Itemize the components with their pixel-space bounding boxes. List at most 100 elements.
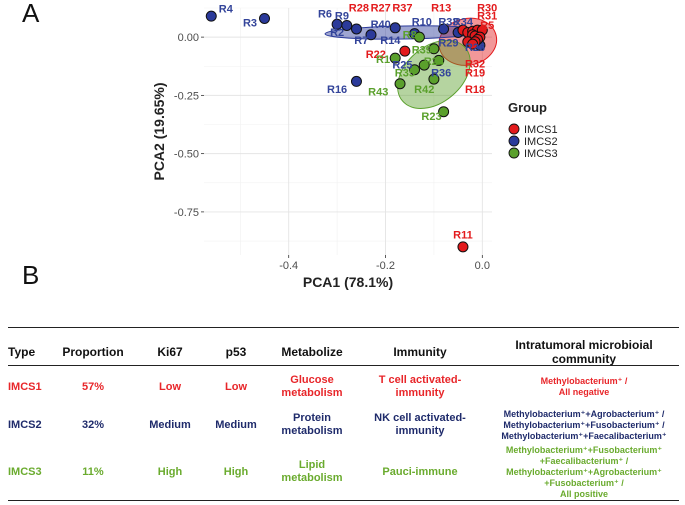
label-r1: R1	[376, 54, 390, 66]
cell-community: Methylobacterium⁺+Agrobacterium⁺ / Methyl…	[501, 408, 667, 441]
label-r37: R37	[392, 2, 412, 14]
label-r19: R19	[465, 68, 485, 80]
label-r8: R8	[403, 29, 417, 41]
cell-immunity: Pauci-immune	[382, 465, 458, 478]
table-header-row: Type Proportion Ki67 p53 Metabolize Immu…	[8, 337, 679, 367]
label-r43: R43	[368, 86, 388, 98]
header-metabolize: Metabolize	[281, 345, 343, 359]
header-ki67: Ki67	[157, 345, 183, 359]
table-row-imcs2: IMCS2 32% Medium Medium Protein metabolism NK …	[8, 407, 679, 443]
cell-community: Methylobacterium⁺+Fusobacterium⁺ +Faecali…	[505, 445, 663, 499]
cell-type: IMCS1	[8, 381, 42, 393]
label-r9: R9	[335, 11, 349, 23]
panel-label-b: B	[22, 260, 40, 290]
legend-label-imcs1: IMCS1	[524, 124, 558, 136]
label-r4: R4	[219, 4, 234, 16]
cell-type: IMCS3	[8, 466, 42, 478]
label-r23: R23	[421, 111, 441, 123]
point-r22	[399, 45, 411, 57]
legend-swatch-imcs2	[508, 135, 520, 147]
cell-proportion: 57%	[81, 381, 105, 393]
header-p53: p53	[225, 345, 247, 359]
label-r28: R28	[349, 2, 369, 14]
label-r32: R32	[465, 58, 485, 70]
label-r35: R35	[395, 68, 415, 80]
cell-metabolize: Lipid metabolism	[281, 459, 343, 484]
y-tick-label: 0.00	[178, 32, 199, 44]
plot-area	[204, 8, 492, 255]
table-bottom-rule	[8, 500, 679, 501]
point-r23	[438, 106, 450, 118]
table-header-rule	[8, 365, 679, 366]
label-r25: R25	[392, 60, 412, 72]
cell-p53: Medium	[215, 419, 257, 431]
label-r42: R42	[414, 84, 434, 96]
plot-background	[204, 8, 492, 255]
label-r39: R39	[412, 44, 432, 56]
point-r42	[428, 73, 440, 85]
label-r36: R36	[431, 68, 451, 80]
cell-immunity: T cell activated-immunity	[378, 374, 462, 399]
table-top-rule	[8, 327, 679, 328]
cell-p53: Low	[225, 381, 247, 393]
x-tick-label: 0.0	[475, 260, 490, 272]
point-r4	[205, 10, 217, 22]
axes: -0.4 -0.2 0.0 0.00 -0.25 -0.50 -0.75 PCA1 (78.1…	[151, 32, 490, 290]
legend-title: Group	[508, 100, 547, 115]
y-tick-label: -0.25	[174, 90, 199, 102]
table-row-imcs1: IMCS1 57% Low Low Glucose metabolism T cell ac…	[8, 369, 679, 405]
legend-swatch-imcs1	[508, 123, 520, 135]
point-r11	[457, 241, 469, 253]
cell-metabolize: Protein metabolism	[281, 412, 343, 437]
label-r10: R10	[412, 16, 432, 28]
cell-proportion: 11%	[82, 466, 104, 478]
point-r35	[409, 64, 421, 76]
label-r34: R34	[453, 16, 474, 28]
table-row-imcs3: IMCS3 11% High High Lipid metabolism Pauci-imm…	[8, 445, 679, 499]
cell-type: IMCS2	[8, 419, 42, 431]
label-r2: R2	[330, 27, 344, 39]
data-points	[205, 10, 488, 253]
label-r5: R5	[480, 20, 494, 32]
label-r3: R3	[243, 18, 257, 30]
header-immunity: Immunity	[393, 345, 447, 359]
cell-ki67: High	[157, 466, 183, 478]
x-axis-label: PCA1 (78.1%)	[303, 274, 393, 290]
legend-label-imcs3: IMCS3	[524, 148, 558, 160]
label-r14: R14	[380, 35, 401, 47]
label-r18: R18	[465, 84, 485, 96]
cell-community: Methylobacterium⁺ / All negative	[540, 376, 628, 397]
label-r6: R6	[318, 8, 332, 20]
legend-label-imcs2: IMCS2	[524, 136, 558, 148]
cell-ki67: Medium	[149, 419, 191, 431]
label-r22: R22	[366, 49, 386, 61]
cell-proportion: 32%	[81, 419, 105, 431]
label-r7: R7	[354, 35, 368, 47]
point-r7	[365, 29, 377, 41]
header-type: Type	[8, 345, 36, 359]
cell-immunity: NK cell activated-immunity	[374, 412, 466, 437]
header-community: Intratumoral microbioial community	[515, 338, 653, 366]
point-r18	[467, 38, 479, 50]
label-r11: R11	[453, 230, 473, 242]
header-proportion: Proportion	[62, 345, 124, 359]
label-r24: R24	[424, 56, 445, 68]
label-r40: R40	[371, 19, 391, 31]
point-r1	[389, 52, 401, 64]
x-tick-label: -0.4	[279, 260, 298, 272]
point-r9	[341, 19, 353, 31]
cell-p53: High	[223, 466, 249, 478]
point-r2	[350, 23, 362, 35]
label-r13: R13	[431, 2, 451, 14]
y-tick-label: -0.50	[174, 149, 199, 161]
point-r10	[438, 23, 450, 35]
cell-ki67: Low	[159, 381, 181, 393]
point-r25	[418, 59, 430, 71]
label-r27: R27	[371, 2, 391, 14]
label-r16: R16	[327, 84, 347, 96]
point-r40	[389, 22, 401, 34]
point-r8	[413, 31, 425, 43]
